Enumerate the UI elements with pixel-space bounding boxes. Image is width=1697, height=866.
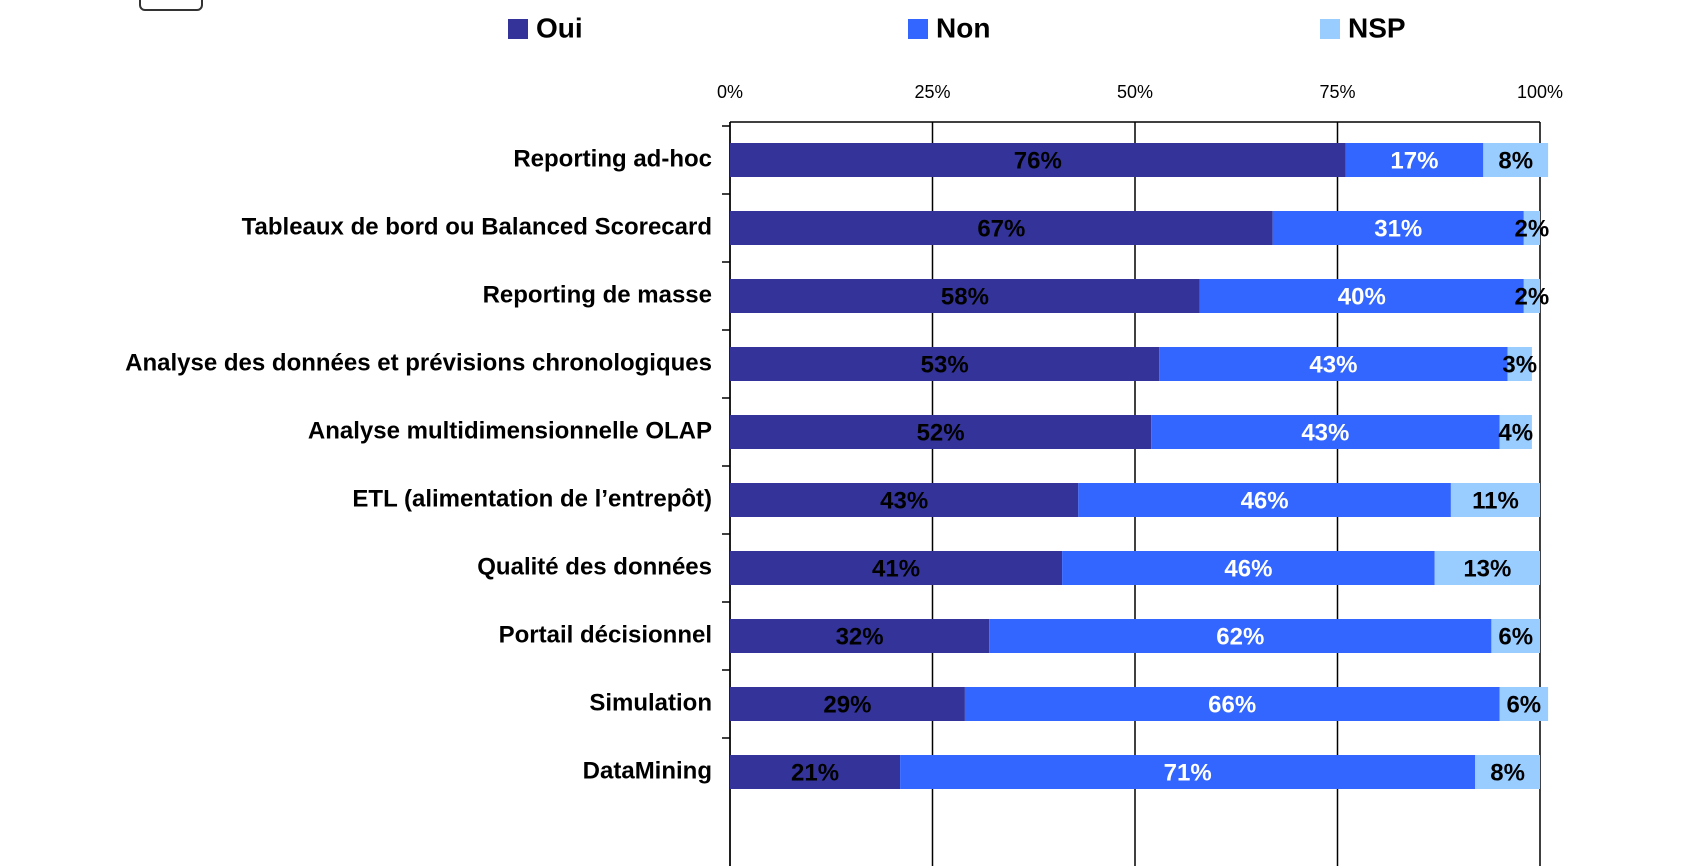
data-label: 41% [872, 555, 920, 582]
bar-segment [730, 619, 990, 653]
data-label: 21% [791, 759, 839, 786]
bar-segment [730, 211, 1273, 245]
bar-segment [730, 755, 901, 789]
data-label: 66% [1208, 691, 1256, 718]
data-label: 43% [1301, 419, 1349, 446]
data-label: 46% [1241, 487, 1289, 514]
data-label: 32% [836, 623, 884, 650]
bar-segment [1507, 347, 1532, 381]
y-tick-label: DataMining [583, 757, 712, 784]
bar-segment [1434, 551, 1540, 585]
bar-segment [730, 279, 1200, 313]
bar-segment [1199, 279, 1524, 313]
bar-segment [1345, 143, 1484, 177]
data-label: 29% [823, 691, 871, 718]
legend-swatch [508, 19, 528, 39]
bar-segment [730, 347, 1160, 381]
bar-segment [964, 687, 1500, 721]
data-label: 46% [1224, 555, 1272, 582]
data-label: 17% [1390, 147, 1438, 174]
bar-segment [1151, 415, 1500, 449]
bar-segment [1483, 143, 1549, 177]
legend-swatch [908, 19, 928, 39]
data-label: 76% [1014, 147, 1062, 174]
data-label: 31% [1374, 215, 1422, 242]
bar-segment [1523, 279, 1540, 313]
y-tick-label: Tableaux de bord ou Balanced Scorecard [242, 213, 712, 240]
bar-segment [1499, 687, 1549, 721]
bar-segment [730, 143, 1346, 177]
data-label: 8% [1490, 759, 1525, 786]
y-tick-label: Reporting ad-hoc [513, 145, 712, 172]
data-label: 40% [1338, 283, 1386, 310]
bar-segment [730, 551, 1063, 585]
bar-segment [1272, 211, 1524, 245]
data-label: 67% [977, 215, 1025, 242]
x-tick-label: 25% [914, 82, 950, 102]
data-label: 62% [1216, 623, 1264, 650]
x-tick-label: 50% [1117, 82, 1153, 102]
y-tick-label: Qualité des données [477, 553, 712, 580]
bar-segment [900, 755, 1476, 789]
data-label: 71% [1164, 759, 1212, 786]
bar-segment [730, 687, 965, 721]
bar-segment [1450, 483, 1540, 517]
bar-segment [1159, 347, 1508, 381]
bar-segment [1523, 211, 1540, 245]
data-label: 2% [1515, 215, 1550, 242]
y-tick-label: Analyse multidimensionnelle OLAP [308, 417, 712, 444]
legend-swatch [1320, 19, 1340, 39]
data-label: 11% [1472, 487, 1519, 514]
y-tick-label: Reporting de masse [483, 281, 712, 308]
y-tick-label: Simulation [589, 689, 712, 716]
bar-segment [730, 483, 1079, 517]
data-label: 8% [1498, 147, 1533, 174]
y-tick-label: Analyse des données et prévisions chrono… [125, 349, 712, 376]
data-label: 3% [1502, 351, 1537, 378]
bar-segment [1475, 755, 1540, 789]
legend-label: Oui [536, 12, 583, 43]
bar-segment [1078, 483, 1451, 517]
data-label: 52% [917, 419, 965, 446]
x-tick-label: 100% [1517, 82, 1563, 102]
data-label: 6% [1498, 623, 1533, 650]
bar-segment [1499, 415, 1532, 449]
data-label: 6% [1506, 691, 1541, 718]
legend-label: NSP [1348, 12, 1406, 43]
x-tick-label: 75% [1319, 82, 1355, 102]
x-tick-label: 0% [717, 82, 743, 102]
y-tick-label: Portail décisionnel [499, 621, 712, 648]
data-label: 2% [1515, 283, 1550, 310]
data-label: 4% [1498, 419, 1533, 446]
bar-segment [989, 619, 1492, 653]
data-label: 43% [880, 487, 928, 514]
bar-segment [1062, 551, 1435, 585]
data-label: 53% [921, 351, 969, 378]
bar-segment [730, 415, 1152, 449]
y-tick-label: ETL (alimentation de l’entrepôt) [352, 485, 712, 512]
data-label: 58% [941, 283, 989, 310]
data-label: 13% [1463, 555, 1511, 582]
data-label: 43% [1309, 351, 1357, 378]
button-fragment [139, 0, 203, 11]
bar-segment [1491, 619, 1540, 653]
legend-label: Non [936, 12, 990, 43]
